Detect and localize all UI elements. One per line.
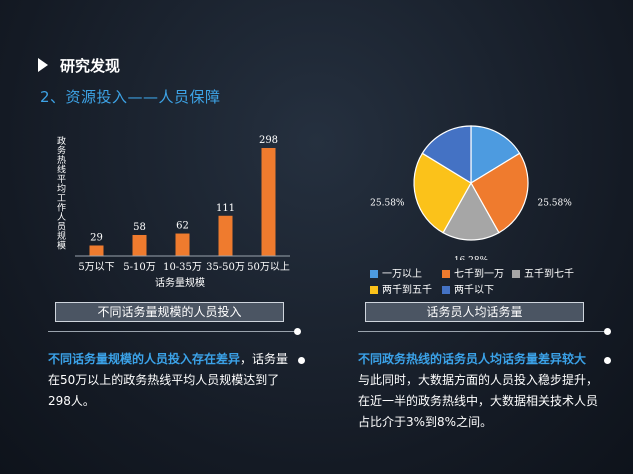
bar-value-label-0: 29 <box>90 232 103 243</box>
bar-value-label-1: 58 <box>133 222 146 233</box>
pie-value-label-2: 16.28% <box>454 256 489 260</box>
pie-slice-4 <box>421 125 472 185</box>
divider-left <box>48 331 294 332</box>
pie-legend-item-1: 七千到一万 <box>442 265 504 280</box>
bar-tick-label-2: 10-35万 <box>163 262 202 273</box>
section-title: 研究发现 <box>60 57 121 75</box>
bar-tick-label-3: 35-50万 <box>206 262 245 273</box>
finding-left: 不同话务量规模的人员投入存在差异，话务量在50万以上的政务热线平均人员规模达到了… <box>48 349 298 412</box>
pie-legend-item-4: 两千以下 <box>442 281 494 296</box>
bar-2 <box>175 233 190 256</box>
pie-value-label-3: 25.58% <box>370 198 405 208</box>
pie-slice-0 <box>470 125 521 185</box>
pie-legend-label-0: 一万以上 <box>382 269 422 280</box>
pie-legend-item-2: 五千到七千 <box>512 265 574 280</box>
divider-right <box>358 331 604 332</box>
pie-value-label-0: 16.28% <box>501 120 536 122</box>
bar-3 <box>218 215 233 256</box>
bar-value-label-2: 62 <box>176 221 189 232</box>
pie-legend-swatch-3 <box>370 286 378 294</box>
pie-legend-swatch-0 <box>370 270 378 278</box>
pie-legend-label-3: 两千到五千 <box>382 285 432 296</box>
pie-slice-1 <box>470 152 529 234</box>
bar-y-axis-label: 政务热线平均工作人员规模 <box>55 135 66 251</box>
finding-left-body: ，话务量在50万以上的政务热线平均人员规模达到了298人。 <box>48 352 289 408</box>
pie-value-label-1: 25.58% <box>537 198 572 208</box>
pie-chart-caption: 话务员人均话务量 <box>365 302 584 322</box>
section-subtitle: 2、资源投入——人员保障 <box>40 88 221 106</box>
finding-right-dot <box>604 357 611 364</box>
bullet-arrow-icon <box>38 58 48 72</box>
bar-tick-label-0: 5万以下 <box>78 262 114 273</box>
bar-tick-label-4: 50万以上 <box>247 261 290 273</box>
pie-legend-label-1: 七千到一万 <box>454 269 504 280</box>
finding-right: 不同政务热线的话务员人均话务量差异较大与此同时，大数据方面的人员投入稳步提升，在… <box>358 349 598 433</box>
bar-chart-caption: 不同话务量规模的人员投入 <box>55 302 284 322</box>
pie-legend-swatch-2 <box>512 270 520 278</box>
finding-right-highlight: 不同政务热线的话务员人均话务量差异较大 <box>358 352 587 366</box>
bar-value-label-4: 298 <box>259 135 278 146</box>
pie-legend-label-2: 五千到七千 <box>524 269 574 280</box>
divider-dot-left <box>294 328 301 335</box>
bar-tick-label-1: 5-10万 <box>123 262 155 273</box>
pie-slice-3 <box>413 152 472 234</box>
bar-4 <box>261 148 276 256</box>
bar-0 <box>89 245 104 256</box>
bar-1 <box>132 234 147 256</box>
finding-left-dot <box>298 357 305 364</box>
pie-legend-item-3: 两千到五千 <box>370 281 432 296</box>
pie-legend-label-4: 两千以下 <box>454 285 494 296</box>
pie-slice-2 <box>442 181 500 241</box>
bar-chart: 政务热线平均工作人员规模 29 58 62 111 298 5万以下 5-10万 10-35… <box>55 135 290 288</box>
pie-value-label-4: 16.28% <box>407 120 442 122</box>
bar-x-axis-label: 话务量规模 <box>155 276 205 288</box>
pie-legend-item-0: 一万以上 <box>370 265 422 280</box>
finding-right-body: 与此同时，大数据方面的人员投入稳步提升，在近一半的政务热线中，大数据相关技术人员… <box>358 373 599 429</box>
pie-legend: 一万以上 七千到一万 五千到七千两千到五千 两千以下 <box>370 265 600 297</box>
bar-value-label-3: 111 <box>216 203 235 214</box>
finding-left-highlight: 不同话务量规模的人员投入存在差异 <box>48 352 241 366</box>
pie-legend-swatch-1 <box>442 270 450 278</box>
divider-dot-right <box>604 328 611 335</box>
pie-legend-swatch-4 <box>442 286 450 294</box>
pie-chart: 16.28% 25.58% 16.28% 25.58% 16.28% <box>370 120 572 260</box>
